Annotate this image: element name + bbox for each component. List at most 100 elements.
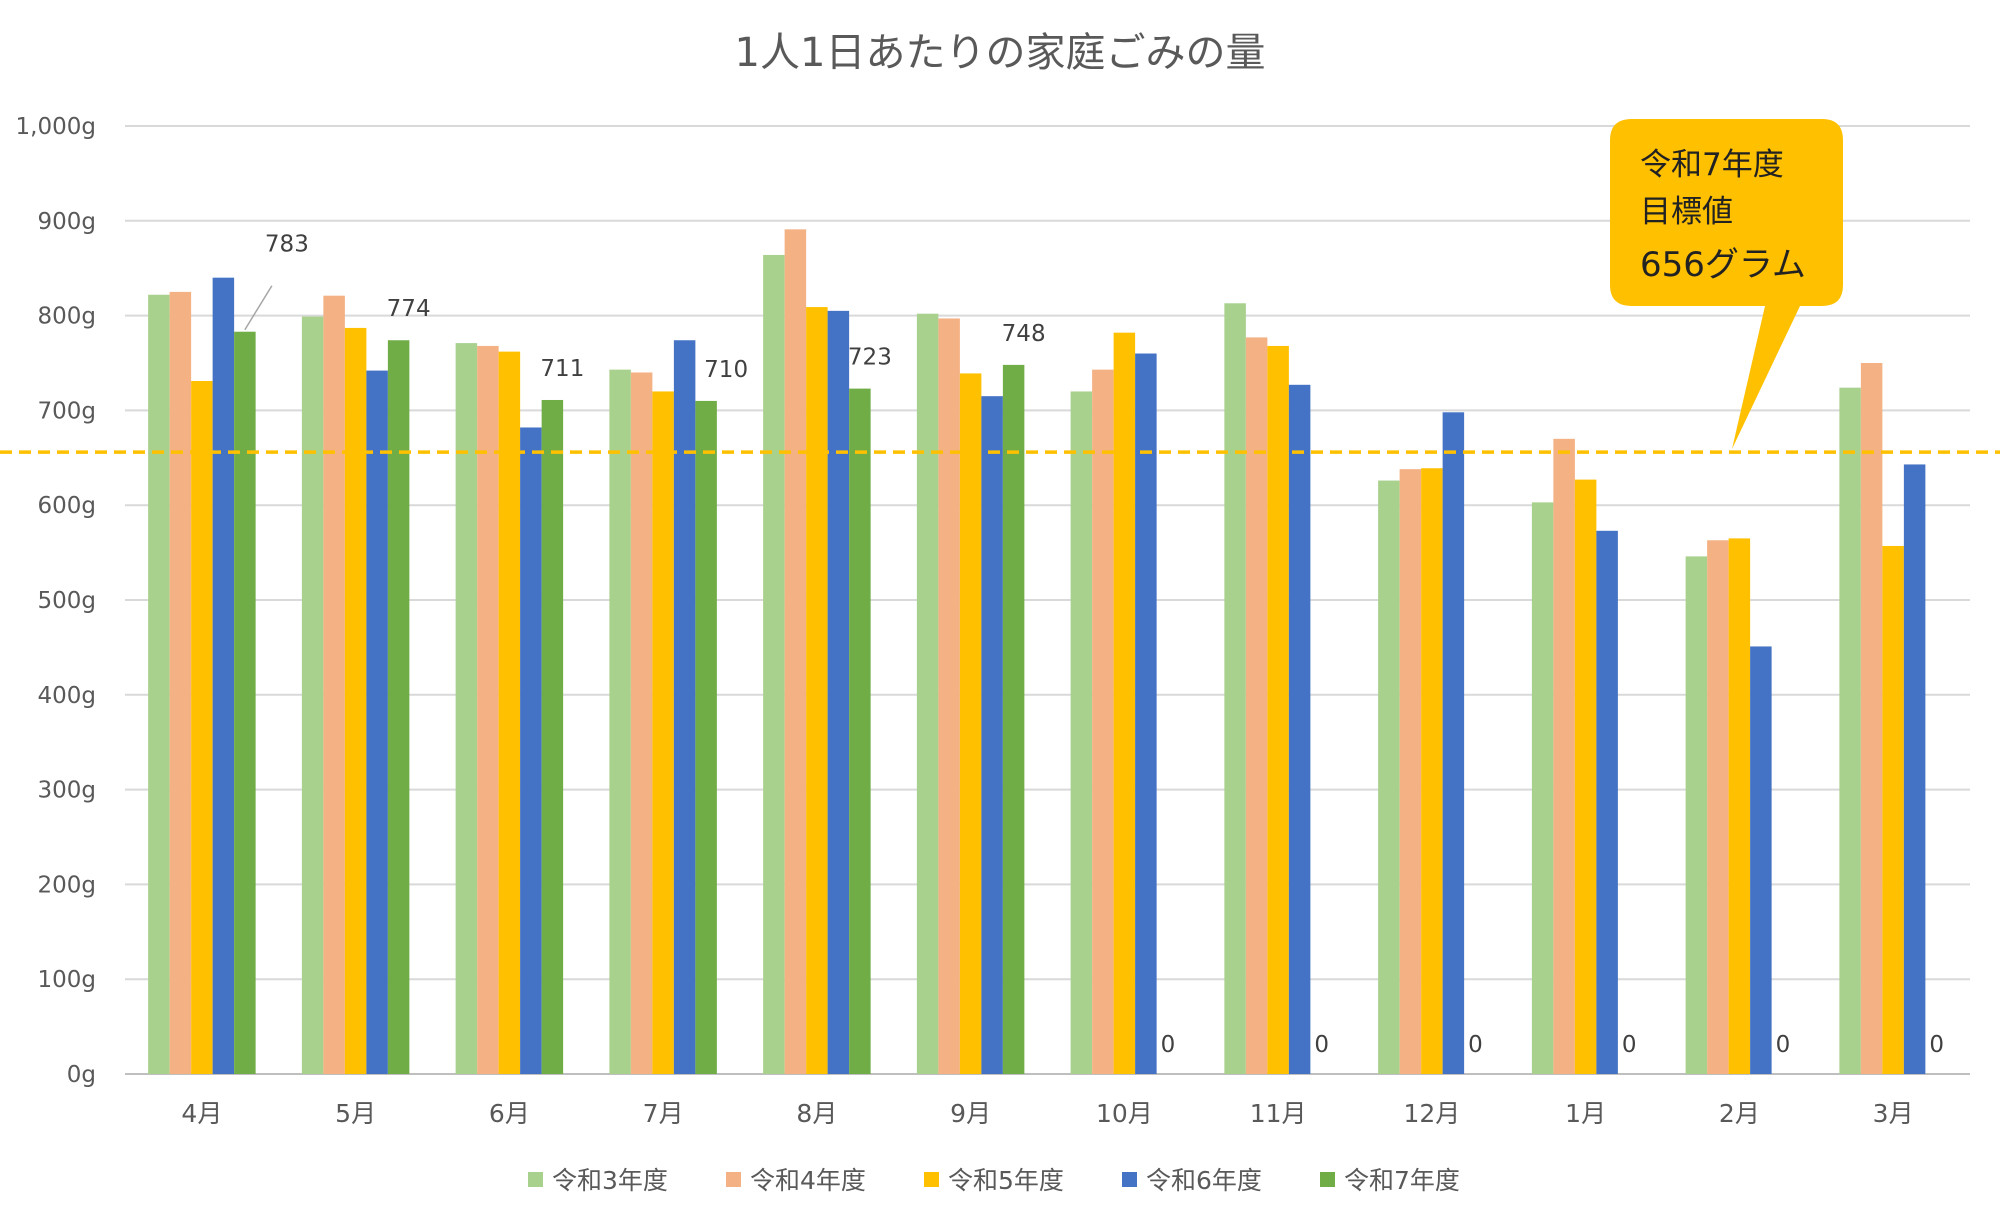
bar-令和4年度-9月	[938, 318, 960, 1075]
bar-令和7年度-7月	[695, 400, 717, 1074]
data-label: 710	[704, 357, 748, 383]
legend-swatch	[726, 1172, 741, 1187]
bar-令和3年度-2月	[1685, 556, 1708, 1074]
bar-令和3年度-12月	[1378, 480, 1400, 1074]
bar-令和4年度-5月	[323, 295, 345, 1074]
bar-令和5年度-1月	[1574, 479, 1597, 1074]
bar-令和5年度-8月	[806, 307, 828, 1074]
bar-令和6年度-4月	[212, 277, 235, 1074]
legend-label: 令和4年度	[750, 1166, 866, 1195]
x-tick-label: 4月	[181, 1099, 222, 1128]
bar-令和4年度-10月	[1092, 369, 1114, 1074]
bar-令和7年度-9月	[1002, 364, 1025, 1074]
bar-令和3年度-1月	[1531, 502, 1554, 1075]
bar-令和3年度-6月	[455, 343, 478, 1074]
x-tick-label: 10月	[1096, 1099, 1153, 1128]
x-tick-label: 7月	[643, 1099, 684, 1128]
bar-令和5年度-3月	[1882, 545, 1904, 1074]
bar-令和5年度-5月	[344, 327, 367, 1074]
bar-令和4年度-12月	[1399, 469, 1422, 1074]
x-tick-label: 6月	[489, 1099, 530, 1128]
callout-shape	[1610, 119, 1843, 449]
y-tick-label: 500g	[38, 588, 97, 614]
legend-label: 令和3年度	[552, 1166, 668, 1195]
x-tick-label: 1月	[1565, 1099, 1606, 1128]
bar-令和4年度-8月	[784, 229, 807, 1074]
callout-line-1: 令和7年度	[1640, 147, 1784, 183]
x-tick-label: 2月	[1719, 1099, 1760, 1128]
chart-title: 1人1日あたりの家庭ごみの量	[735, 30, 1266, 76]
leader-line	[244, 285, 273, 331]
bar-令和6年度-9月	[981, 396, 1003, 1074]
x-tick-label: 12月	[1403, 1099, 1460, 1128]
y-tick-label: 1,000g	[16, 114, 96, 140]
callout-line-3: 656グラム	[1640, 245, 1806, 285]
y-tick-label: 200g	[38, 872, 97, 898]
bar-令和4年度-7月	[630, 372, 653, 1075]
bar-令和6年度-7月	[673, 340, 696, 1074]
legend-label: 令和7年度	[1344, 1166, 1460, 1195]
bar-令和5年度-10月	[1113, 332, 1136, 1074]
data-label: 0	[1314, 1032, 1329, 1058]
bar-令和5年度-11月	[1267, 345, 1289, 1074]
legend-swatch	[924, 1172, 939, 1187]
bar-令和5年度-7月	[652, 391, 674, 1074]
bar-令和6年度-11月	[1288, 384, 1311, 1075]
bar-令和6年度-5月	[366, 370, 388, 1075]
data-label: 0	[1161, 1032, 1176, 1058]
bar-令和4年度-3月	[1860, 363, 1883, 1074]
bar-令和6年度-8月	[827, 310, 850, 1074]
bar-令和6年度-3月	[1903, 464, 1926, 1074]
x-tick-label: 11月	[1250, 1099, 1307, 1128]
y-tick-label: 900g	[38, 209, 97, 235]
data-label: 0	[1929, 1032, 1944, 1058]
y-tick-label: 100g	[38, 967, 97, 993]
bar-令和6年度-12月	[1442, 412, 1465, 1074]
bar-令和6年度-6月	[520, 427, 542, 1074]
bar-令和3年度-4月	[148, 294, 170, 1074]
bar-令和3年度-11月	[1224, 303, 1246, 1074]
data-label: 0	[1622, 1032, 1637, 1058]
bar-令和4年度-6月	[477, 345, 499, 1074]
y-tick-label: 300g	[38, 778, 97, 804]
bar-令和6年度-1月	[1596, 530, 1618, 1074]
legend-swatch	[1320, 1172, 1335, 1187]
callout-line-2: 目標値	[1640, 194, 1733, 230]
data-label: 711	[540, 356, 584, 382]
legend-swatch	[528, 1172, 543, 1187]
bar-令和5年度-9月	[959, 373, 982, 1075]
bar-令和3年度-7月	[609, 369, 631, 1074]
bar-令和6年度-10月	[1135, 353, 1157, 1074]
bar-令和3年度-8月	[763, 254, 785, 1075]
x-tick-label: 8月	[796, 1099, 837, 1128]
legend-label: 令和6年度	[1146, 1166, 1262, 1195]
bar-令和6年度-2月	[1750, 646, 1772, 1074]
bar-令和5年度-6月	[498, 351, 521, 1074]
bar-令和5年度-4月	[191, 381, 213, 1075]
legend-swatch	[1122, 1172, 1137, 1187]
y-tick-label: 0g	[67, 1062, 96, 1088]
bar-令和3年度-5月	[301, 316, 324, 1075]
data-label: 774	[387, 296, 431, 322]
bar-令和7年度-6月	[541, 399, 564, 1074]
bar-令和4年度-11月	[1245, 337, 1268, 1074]
x-tick-label: 3月	[1873, 1099, 1914, 1128]
y-tick-label: 800g	[38, 304, 97, 330]
bar-令和5年度-2月	[1728, 538, 1751, 1074]
y-tick-label: 400g	[38, 683, 97, 709]
bar-令和7年度-4月	[234, 331, 256, 1074]
data-label: 0	[1776, 1032, 1791, 1058]
target-callout: 令和7年度 目標値 656グラム	[1610, 119, 1843, 449]
x-tick-label: 5月	[335, 1099, 376, 1128]
bar-令和7年度-5月	[387, 340, 410, 1074]
data-label: 0	[1468, 1032, 1483, 1058]
y-tick-label: 700g	[38, 398, 97, 424]
bar-令和3年度-10月	[1070, 391, 1093, 1074]
bar-令和5年度-12月	[1421, 468, 1443, 1074]
legend-label: 令和5年度	[948, 1166, 1064, 1195]
y-tick-label: 600g	[38, 493, 97, 519]
data-label: 723	[848, 345, 892, 371]
bar-令和4年度-4月	[169, 291, 192, 1074]
x-tick-label: 9月	[950, 1099, 991, 1128]
